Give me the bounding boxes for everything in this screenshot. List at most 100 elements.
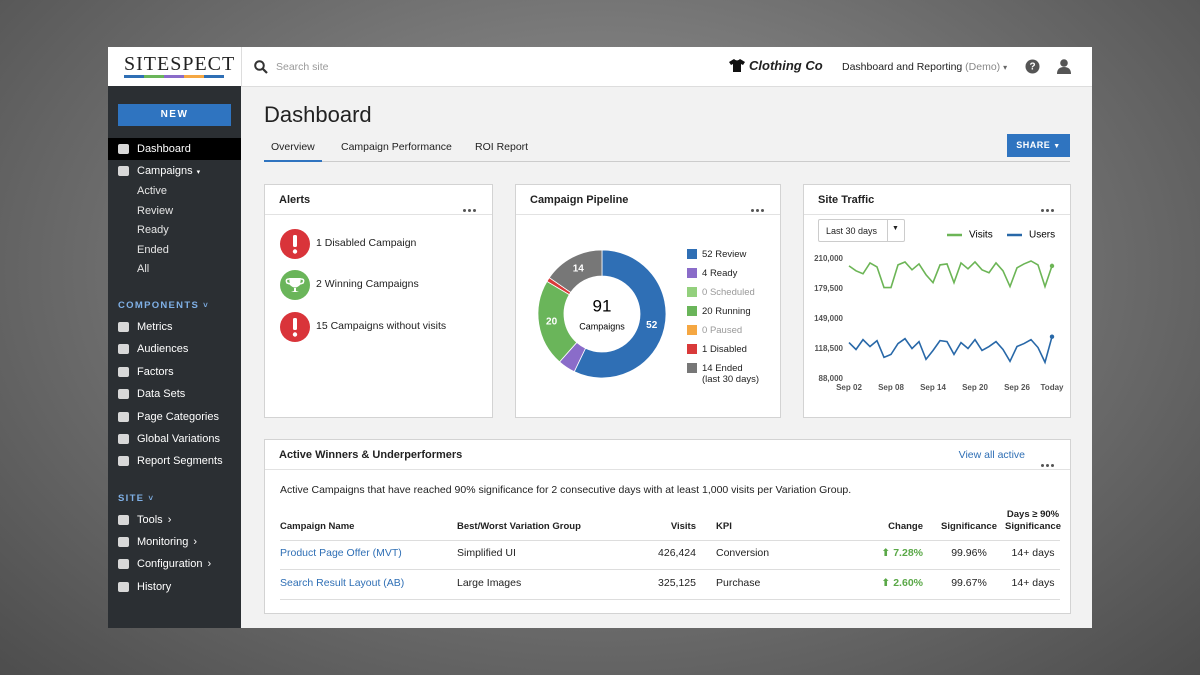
table-cell: Simplified UI xyxy=(457,547,516,559)
tab[interactable]: Campaign Performance xyxy=(341,141,452,153)
nav-item[interactable]: Configuration › xyxy=(108,553,241,575)
nav-subitem[interactable]: All xyxy=(137,263,150,276)
table-cell: Conversion xyxy=(716,547,770,559)
context-note: (Demo) xyxy=(965,61,1001,73)
nav-subitem[interactable]: Ended xyxy=(137,243,169,256)
search-icon xyxy=(254,60,268,74)
legend-swatch xyxy=(687,363,697,373)
panel-divider xyxy=(516,214,780,215)
legend-value: 4 xyxy=(702,268,707,279)
table-cell: 14+ days xyxy=(1011,577,1055,589)
tab[interactable]: ROI Report xyxy=(475,141,529,153)
nav-item[interactable]: Data Sets xyxy=(108,383,241,405)
y-tick-label: 88,000 xyxy=(819,374,844,383)
view-all-link[interactable]: View all active xyxy=(958,449,1025,461)
x-tick-label: Sep 14 xyxy=(920,383,946,392)
nav-label: Dashboard xyxy=(137,143,191,155)
column-header: KPI xyxy=(716,521,732,532)
divider xyxy=(241,47,242,86)
new-button[interactable]: NEW xyxy=(118,104,231,126)
panel-title: Alerts xyxy=(279,194,311,206)
share-button[interactable]: SHARE ▼ xyxy=(1007,134,1070,157)
nav-subitem[interactable]: Active xyxy=(137,185,167,197)
legend-label: Disabled xyxy=(710,344,747,355)
campaign-link[interactable]: Search Result Layout (AB) xyxy=(280,577,405,589)
range-selector[interactable]: Last 30 days ▼ xyxy=(818,219,905,242)
legend-label: Running xyxy=(715,306,750,317)
alert-icon xyxy=(280,270,310,300)
nav-label: Global Variations xyxy=(137,432,220,445)
legend-text: 1 Disabled xyxy=(702,344,747,355)
nav-item[interactable]: Monitoring › xyxy=(108,531,241,553)
panel-menu[interactable] xyxy=(461,199,476,217)
exclaim-dot xyxy=(292,332,298,337)
column-header: Campaign Name xyxy=(280,521,355,532)
change-cell: ⬆ 7.28% xyxy=(881,547,923,559)
up-arrow: ⬆ xyxy=(881,547,891,559)
nav-subitem[interactable]: Ready xyxy=(137,224,169,237)
nav-label: Audiences xyxy=(137,343,189,356)
nav-item[interactable]: Report Segments xyxy=(108,450,241,472)
search-input[interactable]: Search site xyxy=(276,61,329,73)
table-cell: 325,125 xyxy=(658,577,696,589)
change-cell: ⬆ 2.60% xyxy=(881,577,923,589)
legend-text: 0 Paused xyxy=(702,325,742,336)
column-header: Significance xyxy=(941,521,997,532)
nav-item[interactable]: Tools › xyxy=(108,509,241,531)
top-bar: SITESPECT Search site Clothing Co Dashbo… xyxy=(108,47,1092,87)
nav-label: History xyxy=(137,580,172,593)
legend-swatch xyxy=(687,306,697,316)
nav-item[interactable]: Metrics xyxy=(108,316,241,338)
nav-item[interactable]: Audiences xyxy=(108,338,241,360)
legend-swatch xyxy=(687,325,697,335)
table-cell: 14+ days xyxy=(1011,547,1055,559)
nav-item[interactable]: Factors xyxy=(108,361,241,383)
x-tick-label: Sep 20 xyxy=(962,383,988,392)
nav-icon xyxy=(118,411,129,422)
donut-segment xyxy=(548,249,603,293)
panel-menu[interactable] xyxy=(749,199,764,217)
table-cell: Large Images xyxy=(457,577,522,589)
legend-label-cont: (last 30 days) xyxy=(702,374,759,385)
legend-swatch xyxy=(687,287,697,297)
last-point xyxy=(1049,263,1055,269)
tab[interactable]: Overview xyxy=(264,140,322,162)
help-icon[interactable]: ? xyxy=(1025,59,1040,74)
nav-item[interactable]: Dashboard xyxy=(108,138,241,160)
table-cell: 99.67% xyxy=(951,577,987,589)
logo[interactable]: SITESPECT xyxy=(108,47,241,86)
exclaim xyxy=(293,318,297,330)
nav-section-title[interactable]: COMPONENTS ˅ xyxy=(108,296,241,316)
nav-subitem[interactable]: Review xyxy=(137,204,174,217)
context-menu[interactable]: Dashboard and Reporting (Demo) ▾ xyxy=(842,61,1008,73)
panel-title: Campaign Pipeline xyxy=(530,194,629,206)
segment-label: 14 xyxy=(573,263,585,274)
chevron: › xyxy=(167,513,172,526)
table-cell: 426,424 xyxy=(658,547,696,559)
panel-menu[interactable] xyxy=(1039,454,1054,472)
chevron: › xyxy=(207,558,212,571)
nav-label: Tools xyxy=(137,513,163,526)
legend-label: Paused xyxy=(710,325,742,336)
alerts-panel: Alerts 1 Disabled Campaign 2 Winning Camp… xyxy=(264,184,493,418)
nav-item[interactable]: History xyxy=(108,576,241,598)
nav-icon xyxy=(118,514,129,525)
nav-item[interactable]: Page Categories xyxy=(108,406,241,428)
panel-menu[interactable] xyxy=(1039,199,1054,217)
user-icon[interactable] xyxy=(1057,59,1071,74)
line-chart: 88,000 118,500 149,000 179,500 210,000 Sep 02… xyxy=(814,230,1065,392)
nav-label: Monitoring xyxy=(137,536,189,549)
x-tick-label: Today xyxy=(1041,383,1065,392)
nav-item[interactable]: Campaigns ▾ xyxy=(108,160,241,182)
range-label: Last 30 days xyxy=(826,226,878,236)
traffic-panel: Site Traffic Last 30 days ▼ 88,000 118,50… xyxy=(803,184,1071,418)
nav-section-title[interactable]: SITE ˅ xyxy=(108,489,241,509)
legend-value: 0 xyxy=(702,325,707,336)
nav-icon xyxy=(118,144,129,154)
nav-icon xyxy=(118,559,129,570)
nav-label: Factors xyxy=(137,365,174,378)
row-divider xyxy=(280,569,1060,570)
campaign-link[interactable]: Product Page Offer (MVT) xyxy=(280,547,402,559)
nav-item[interactable]: Global Variations xyxy=(108,428,241,450)
nav-icon xyxy=(118,321,129,332)
